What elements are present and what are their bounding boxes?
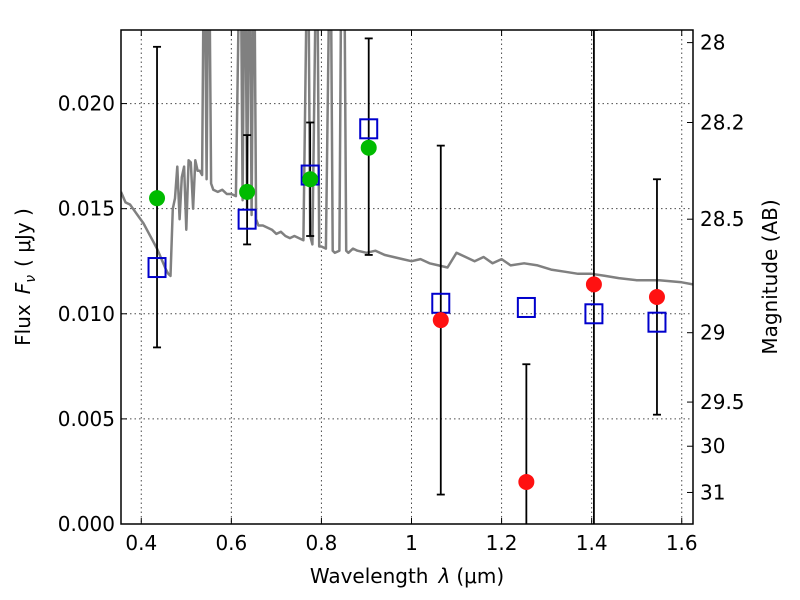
x-axis-ticks: 0.4 0.6 0.8 1 1.2 1.4 1.6 [125, 30, 698, 555]
right-tick-label: 29 [700, 321, 725, 345]
y-tick-label: 0.010 [58, 302, 115, 326]
red-point [432, 312, 449, 329]
red-point-markers [432, 276, 665, 490]
blue-square-markers [147, 118, 667, 333]
x-tick-label: 1.6 [666, 531, 698, 555]
y-axis-label: FluxFν( μJy ) [11, 208, 39, 346]
blue-square-marker [359, 118, 379, 140]
right-axis-ticks: 28 28.2 28.5 29 29.5 30 31 [687, 31, 745, 504]
green-point [239, 183, 256, 200]
x-axis-label: Wavelength λ (μm) [310, 564, 504, 588]
x-tick-label: 0.8 [306, 531, 338, 555]
right-tick-label: 30 [700, 434, 725, 458]
blue-square-marker [237, 208, 257, 230]
x-tick-label: 0.4 [125, 531, 157, 555]
right-tick-label: 28 [700, 31, 725, 55]
x-tick-label: 0.6 [215, 531, 247, 555]
green-point [302, 171, 319, 188]
y-tick-label: 0.005 [58, 407, 115, 431]
model-spectrum-path [121, 30, 693, 286]
x-tick-label: 1.4 [576, 531, 608, 555]
green-point [360, 139, 377, 156]
x-tick-label: 1 [405, 531, 418, 555]
model-spectrum-line [121, 30, 693, 286]
grid-lines [121, 30, 693, 524]
red-point [648, 288, 665, 305]
red-point [585, 276, 602, 293]
blue-square-marker [147, 257, 167, 279]
y-axis-ticks: 0.000 0.005 0.010 0.015 0.020 [58, 92, 127, 536]
red-point [518, 473, 535, 490]
right-tick-label: 28.2 [700, 110, 745, 134]
right-axis-label: Magnitude (AB) [758, 199, 782, 354]
green-point [149, 190, 166, 207]
right-tick-label: 29.5 [700, 390, 745, 414]
right-tick-label: 28.5 [700, 207, 745, 231]
plot-frame [120, 29, 694, 525]
green-point-markers [149, 139, 377, 207]
blue-square-marker [647, 311, 667, 333]
y-tick-label: 0.020 [58, 92, 115, 116]
y-tick-label: 0.015 [58, 197, 115, 221]
right-tick-label: 31 [700, 480, 725, 504]
y-tick-label: 0.000 [58, 512, 115, 536]
blue-square-marker [516, 296, 536, 318]
x-tick-label: 1.2 [486, 531, 518, 555]
blue-square-marker [584, 303, 604, 325]
error-bars [153, 30, 661, 524]
